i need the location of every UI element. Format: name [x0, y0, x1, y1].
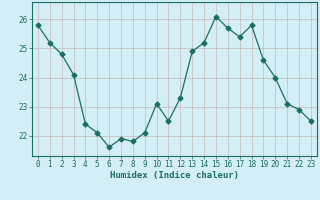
- X-axis label: Humidex (Indice chaleur): Humidex (Indice chaleur): [110, 171, 239, 180]
